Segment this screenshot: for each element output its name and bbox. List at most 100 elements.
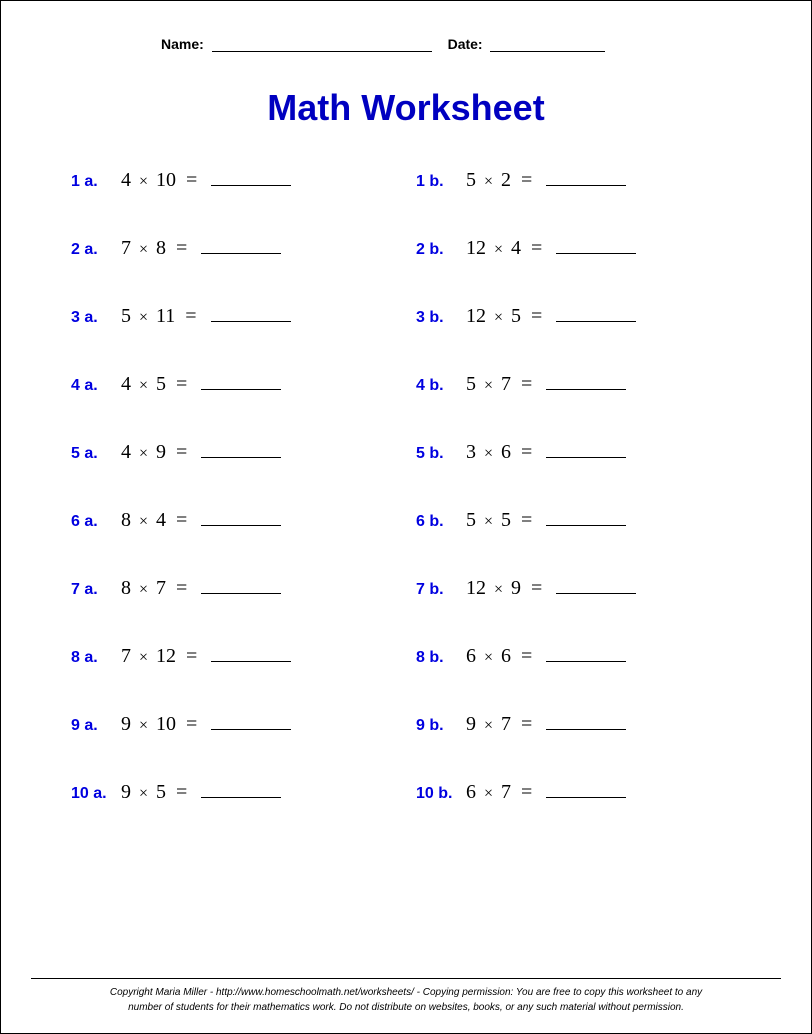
operand-right: 10 [156,169,176,191]
answer-blank[interactable] [546,376,626,390]
problem-label: 7 b. [416,581,466,599]
answer-blank[interactable] [546,444,626,458]
operand-left: 4 [121,169,131,191]
problem-row: 8 a.7 × 12 = 8 b.6 × 6 = [71,645,761,668]
problem-cell: 3 b.12 × 5 = [416,305,761,328]
problem-expression: 5 × 11 = [121,305,291,328]
multiply-icon: × [486,241,511,258]
problem-label: 2 a. [71,241,121,259]
problem-label: 6 b. [416,513,466,531]
worksheet-page: Name: Date: Math Worksheet 1 a.4 × 10 = … [0,0,812,1034]
name-blank[interactable] [212,38,432,52]
equals-sign: = [166,441,197,463]
equals-sign: = [175,305,206,327]
operand-left: 9 [466,713,476,735]
answer-blank[interactable] [201,784,281,798]
problem-expression: 5 × 7 = [466,373,626,396]
problem-label: 8 a. [71,649,121,667]
problem-expression: 4 × 10 = [121,169,291,192]
problem-row: 5 a.4 × 9 = 5 b.3 × 6 = [71,441,761,464]
problem-expression: 3 × 6 = [466,441,626,464]
footer-line-2: number of students for their mathematics… [128,1002,684,1013]
operand-left: 12 [466,577,486,599]
multiply-icon: × [476,377,501,394]
multiply-icon: × [131,173,156,190]
answer-blank[interactable] [211,172,291,186]
operand-right: 9 [156,441,166,463]
operand-right: 7 [501,713,511,735]
operand-left: 5 [466,509,476,531]
operand-left: 5 [121,305,131,327]
problem-cell: 10 a.9 × 5 = [71,781,416,804]
multiply-icon: × [486,581,511,598]
answer-blank[interactable] [556,240,636,254]
problem-cell: 5 a.4 × 9 = [71,441,416,464]
problem-expression: 8 × 7 = [121,577,281,600]
problem-row: 4 a.4 × 5 = 4 b.5 × 7 = [71,373,761,396]
name-label: Name: [161,36,204,52]
problem-cell: 8 a.7 × 12 = [71,645,416,668]
header-line: Name: Date: [51,36,761,52]
equals-sign: = [166,781,197,803]
answer-blank[interactable] [546,716,626,730]
problem-label: 5 b. [416,445,466,463]
problem-cell: 7 a.8 × 7 = [71,577,416,600]
problem-row: 7 a.8 × 7 = 7 b.12 × 9 = [71,577,761,600]
answer-blank[interactable] [201,376,281,390]
problem-expression: 9 × 5 = [121,781,281,804]
problem-expression: 12 × 9 = [466,577,636,600]
problem-label: 3 a. [71,309,121,327]
problem-label: 10 a. [71,785,121,803]
answer-blank[interactable] [211,716,291,730]
multiply-icon: × [131,377,156,394]
problem-label: 10 b. [416,785,466,803]
problem-expression: 9 × 7 = [466,713,626,736]
operand-left: 4 [121,441,131,463]
problem-cell: 8 b.6 × 6 = [416,645,761,668]
problem-expression: 4 × 5 = [121,373,281,396]
problem-cell: 1 a.4 × 10 = [71,169,416,192]
problem-cell: 6 b.5 × 5 = [416,509,761,532]
problem-label: 5 a. [71,445,121,463]
equals-sign: = [521,305,552,327]
multiply-icon: × [131,785,156,802]
operand-left: 4 [121,373,131,395]
problem-cell: 9 a.9 × 10 = [71,713,416,736]
operand-right: 7 [501,781,511,803]
answer-blank[interactable] [546,784,626,798]
answer-blank[interactable] [201,512,281,526]
problem-cell: 6 a.8 × 4 = [71,509,416,532]
problem-expression: 7 × 8 = [121,237,281,260]
operand-right: 2 [501,169,511,191]
problem-cell: 7 b.12 × 9 = [416,577,761,600]
answer-blank[interactable] [556,580,636,594]
operand-right: 5 [511,305,521,327]
operand-left: 6 [466,781,476,803]
equals-sign: = [511,373,542,395]
multiply-icon: × [476,513,501,530]
operand-right: 11 [156,305,175,327]
problem-row: 2 a.7 × 8 = 2 b.12 × 4 = [71,237,761,260]
problem-cell: 10 b.6 × 7 = [416,781,761,804]
operand-right: 7 [156,577,166,599]
operand-right: 8 [156,237,166,259]
equals-sign: = [511,645,542,667]
answer-blank[interactable] [556,308,636,322]
date-blank[interactable] [490,38,605,52]
answer-blank[interactable] [201,444,281,458]
answer-blank[interactable] [546,172,626,186]
answer-blank[interactable] [211,648,291,662]
multiply-icon: × [476,649,501,666]
problem-label: 9 b. [416,717,466,735]
answer-blank[interactable] [546,512,626,526]
answer-blank[interactable] [546,648,626,662]
problem-cell: 1 b.5 × 2 = [416,169,761,192]
answer-blank[interactable] [211,308,291,322]
answer-blank[interactable] [201,580,281,594]
equals-sign: = [511,509,542,531]
answer-blank[interactable] [201,240,281,254]
problem-row: 3 a.5 × 11 = 3 b.12 × 5 = [71,305,761,328]
operand-left: 8 [121,509,131,531]
problem-expression: 12 × 5 = [466,305,636,328]
problem-label: 8 b. [416,649,466,667]
